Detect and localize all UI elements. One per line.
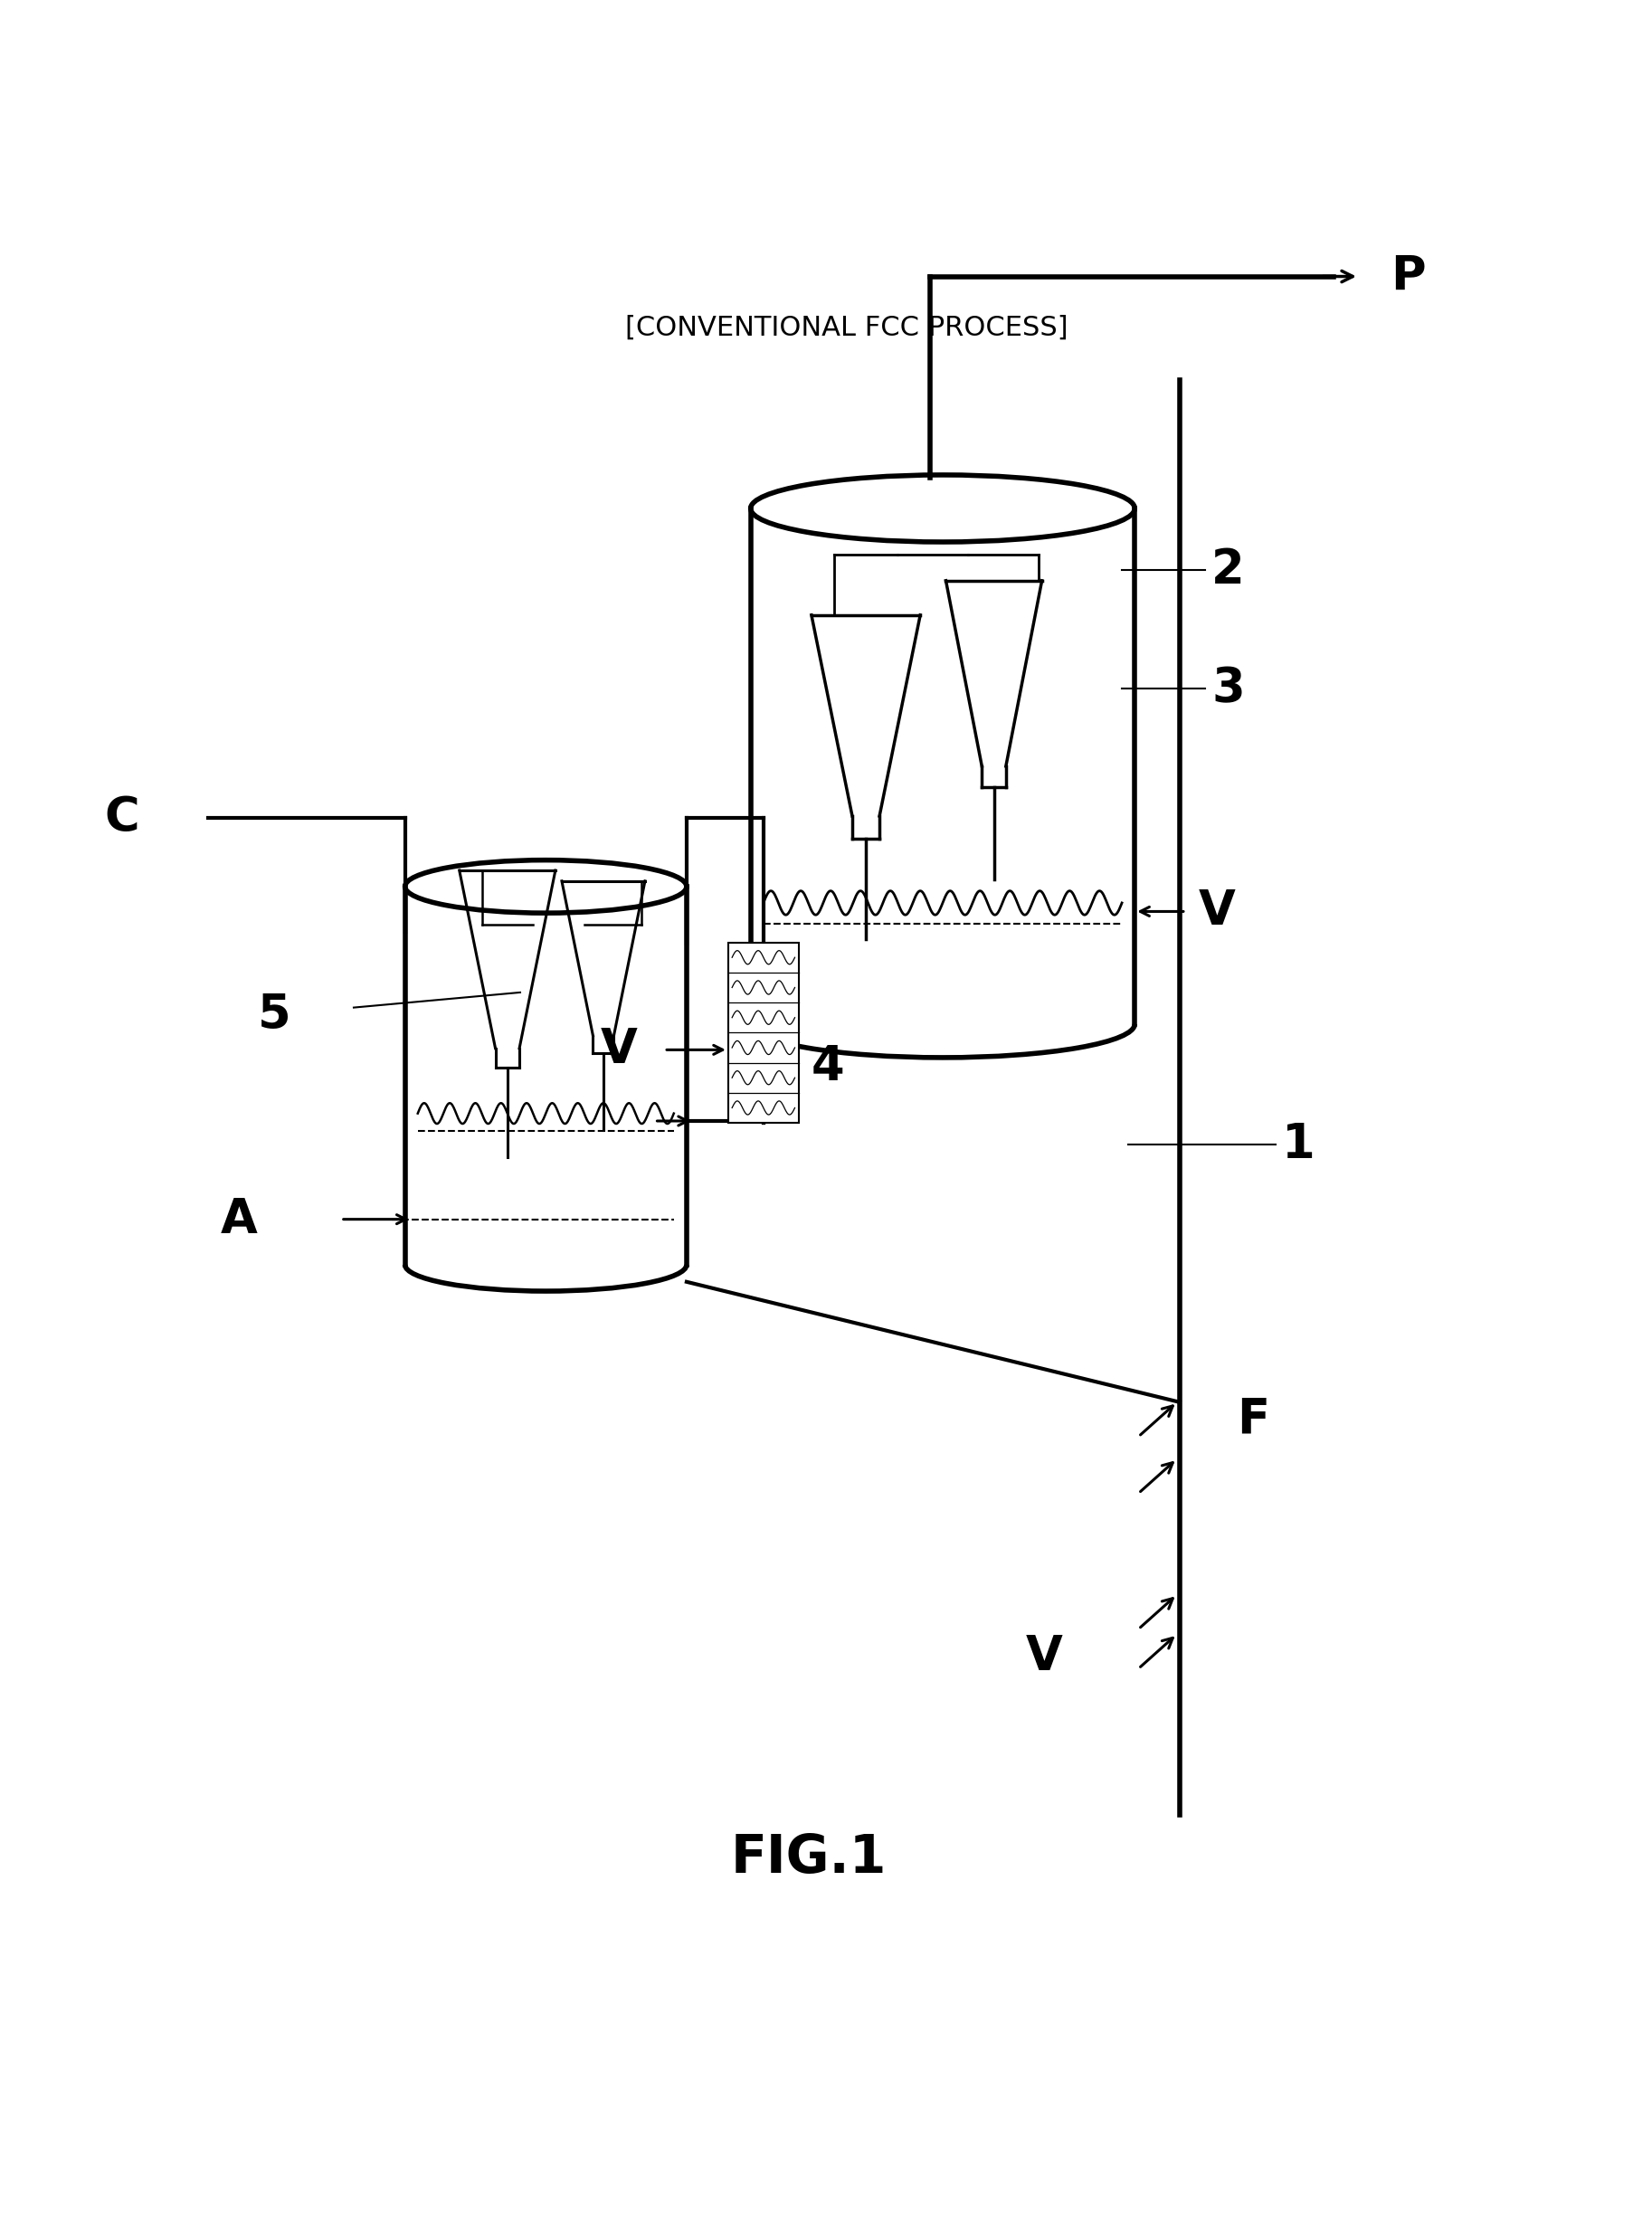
Text: C: C xyxy=(104,795,139,841)
Text: 5: 5 xyxy=(258,991,291,1038)
Text: 3: 3 xyxy=(1211,665,1246,712)
Text: FIG.1: FIG.1 xyxy=(730,1832,885,1884)
Bar xyxy=(729,942,798,1123)
Text: V: V xyxy=(1026,1634,1062,1681)
Text: 1: 1 xyxy=(1282,1120,1315,1167)
Text: P: P xyxy=(1391,252,1426,299)
Text: F: F xyxy=(1237,1395,1270,1442)
Text: [CONVENTIONAL FCC PROCESS]: [CONVENTIONAL FCC PROCESS] xyxy=(624,315,1069,341)
Text: 4: 4 xyxy=(811,1045,844,1091)
Text: V: V xyxy=(1199,888,1236,935)
Text: 2: 2 xyxy=(1211,547,1246,594)
Text: A: A xyxy=(221,1196,258,1243)
Text: V: V xyxy=(600,1027,638,1074)
